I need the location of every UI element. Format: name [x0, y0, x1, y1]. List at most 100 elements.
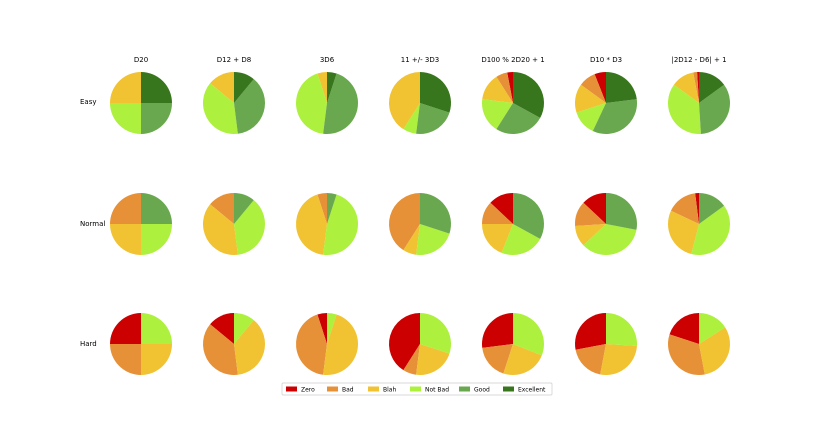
- pie-slice-not-bad: [327, 313, 337, 344]
- pie-slice-bad: [110, 193, 141, 224]
- pie-hard-7: [668, 313, 730, 375]
- pie-slice-blah: [141, 344, 172, 375]
- pie-hard-5: [481, 313, 544, 375]
- pie-slice-good: [141, 193, 172, 224]
- row-label-normal: Normal: [80, 220, 105, 228]
- pie-slice-bad: [575, 344, 606, 375]
- pie-slice-not-bad: [323, 194, 359, 256]
- pie-hard-4: [389, 313, 451, 376]
- legend-swatch-blah: [368, 386, 379, 392]
- pie-slice-bad: [668, 334, 705, 375]
- pie-slice-blah: [110, 224, 141, 255]
- pie-slice-good: [323, 73, 359, 135]
- column-title: |2D12 - D6| + 1: [671, 56, 726, 64]
- pie-slice-good: [496, 103, 541, 134]
- pie-easy-2: [202, 71, 266, 135]
- pie-slice-bad: [295, 314, 327, 375]
- pie-slice-good: [327, 193, 337, 224]
- pie-slice-good: [592, 99, 638, 135]
- pie-normal-5: [482, 193, 545, 255]
- pie-slice-good: [141, 103, 172, 134]
- column-titles: D20 D12 + D8 3D6 11 +/- 3D3 D100 % 2D20 …: [134, 56, 727, 64]
- pie-slice-excellent: [420, 72, 451, 113]
- pie-slice-good: [416, 103, 450, 135]
- pie-slice-not-bad: [141, 224, 172, 255]
- pie-slice-zero: [481, 313, 513, 348]
- pie-slice-blah: [317, 72, 327, 103]
- pie-slice-bad: [317, 193, 327, 224]
- pie-slice-zero: [490, 193, 513, 224]
- pie-slice-blah: [403, 224, 420, 255]
- pie-slice-blah: [210, 72, 234, 103]
- pie-slice-zero: [389, 313, 420, 371]
- pie-easy-7: [667, 72, 731, 135]
- pie-slice-not-bad: [202, 83, 238, 135]
- pie-slice-blah: [667, 210, 699, 255]
- pie-slice-blah: [323, 314, 359, 376]
- row-labels: Easy Normal Hard: [80, 98, 105, 348]
- pie-slice-zero: [583, 193, 606, 224]
- pie-slice-zero: [695, 192, 699, 224]
- pie-slice-not-bad: [583, 224, 637, 256]
- pie-slice-not-bad: [513, 313, 544, 356]
- pie-slice-bad: [202, 324, 238, 376]
- pie-slice-not-bad: [667, 84, 701, 135]
- legend-label-good: Good: [474, 387, 490, 394]
- column-title: 3D6: [320, 56, 335, 64]
- pie-slice-excellent: [606, 71, 637, 103]
- pie-slice-zero: [210, 312, 234, 344]
- pie-slice-excellent: [234, 71, 254, 103]
- pie-slice-blah: [295, 194, 327, 255]
- pie-slice-zero: [697, 72, 699, 103]
- pie-slice-blah: [575, 84, 606, 113]
- legend: Zero Bad Blah Not Bad Good Excellent: [281, 382, 553, 396]
- pie-slice-bad: [482, 202, 513, 224]
- legend-swatch-zero: [286, 386, 297, 392]
- pie-slice-zero: [575, 313, 606, 350]
- pie-slice-bad: [574, 202, 606, 226]
- pie-slice-bad: [482, 344, 513, 374]
- pie-slice-not-bad: [606, 313, 638, 346]
- pie-easy-3: [295, 72, 359, 135]
- column-title: D20: [134, 56, 148, 64]
- pie-slice-zero: [594, 72, 606, 103]
- legend-label-blah: Blah: [383, 387, 396, 394]
- pie-slice-not-bad: [110, 103, 141, 134]
- pie-slice-zero: [110, 313, 141, 344]
- pie-easy-4: [389, 72, 451, 135]
- pie-slice-blah: [699, 327, 730, 375]
- pie-slice-excellent: [327, 72, 337, 103]
- pie-hard-6: [575, 313, 638, 375]
- pie-slice-excellent: [513, 72, 545, 118]
- pies: [110, 71, 731, 376]
- pie-easy-5: [481, 72, 545, 134]
- pie-slice-blah: [234, 320, 266, 375]
- pie-slice-not-bad: [416, 224, 450, 256]
- pie-slice-bad: [670, 193, 699, 224]
- pie-slice-bad: [580, 74, 606, 103]
- pie-slice-not-bad: [501, 224, 541, 255]
- pie-slice-good: [420, 193, 451, 234]
- row-label-easy: Easy: [80, 98, 97, 106]
- pie-slice-not-bad: [403, 103, 420, 134]
- pie-slice-not-bad: [234, 313, 254, 344]
- legend-swatch-good: [459, 386, 470, 392]
- pie-slice-blah: [482, 224, 513, 253]
- pie-easy-6: [575, 71, 638, 135]
- column-title: D100 % 2D20 + 1: [481, 56, 544, 64]
- pie-slice-not-bad: [576, 103, 606, 132]
- column-title: D10 * D3: [590, 56, 622, 64]
- pie-slice-blah: [482, 76, 513, 103]
- pie-hard-3: [295, 313, 359, 376]
- pie-normal-7: [667, 192, 731, 256]
- pie-slice-good: [234, 79, 266, 134]
- pie-normal-4: [389, 193, 451, 256]
- pie-slice-not-bad: [691, 205, 731, 256]
- column-title: D12 + D8: [217, 56, 251, 64]
- pie-slice-good: [234, 193, 254, 224]
- pie-slice-bad: [210, 192, 234, 224]
- legend-swatch-not-bad: [410, 386, 421, 392]
- pie-normal-1: [110, 193, 172, 255]
- pie-slice-zero: [507, 72, 513, 103]
